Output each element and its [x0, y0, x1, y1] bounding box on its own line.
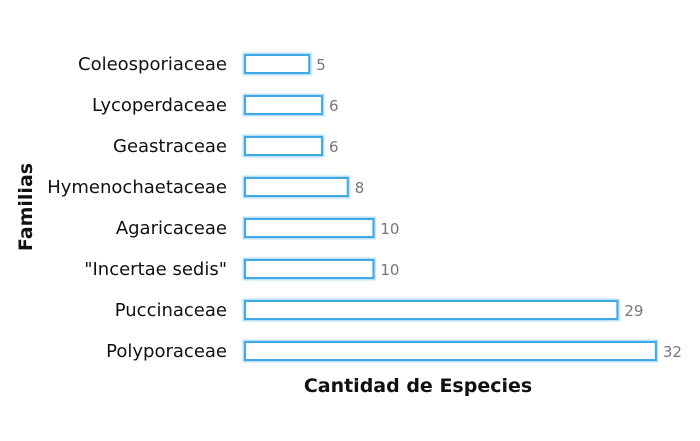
bar [244, 177, 349, 197]
category-label: Puccinaceae [115, 300, 227, 321]
value-label: 10 [380, 220, 399, 238]
y-axis-title: Familias [15, 163, 37, 251]
value-labels: 5 6 6 8 10 10 29 32 [316, 56, 682, 361]
bar [244, 259, 375, 279]
bar [244, 218, 375, 238]
bar [244, 136, 324, 156]
value-label: 5 [316, 56, 326, 74]
value-label: 29 [624, 302, 643, 320]
category-label: Polyporaceae [106, 341, 227, 362]
x-axis-title: Cantidad de Especies [304, 375, 532, 397]
value-label: 6 [329, 97, 339, 115]
value-label: 6 [329, 138, 339, 156]
category-label: Geastraceae [113, 136, 227, 157]
category-label: Coleosporiaceae [78, 54, 227, 75]
value-label: 32 [663, 343, 682, 361]
value-label: 8 [355, 179, 365, 197]
bars-layer [242, 52, 659, 363]
value-label: 10 [380, 261, 399, 279]
bar [244, 95, 324, 115]
bar [244, 54, 311, 74]
category-label: Hymenochaetaceae [47, 177, 227, 198]
category-label: Lycoperdaceae [92, 95, 227, 116]
bar [244, 300, 619, 320]
category-labels: Coleosporiaceae Lycoperdaceae Geastraceae H… [47, 54, 227, 362]
category-label: "Incertae sedis" [84, 259, 227, 280]
category-label: Agaricaceae [116, 218, 227, 239]
bar [244, 341, 657, 361]
